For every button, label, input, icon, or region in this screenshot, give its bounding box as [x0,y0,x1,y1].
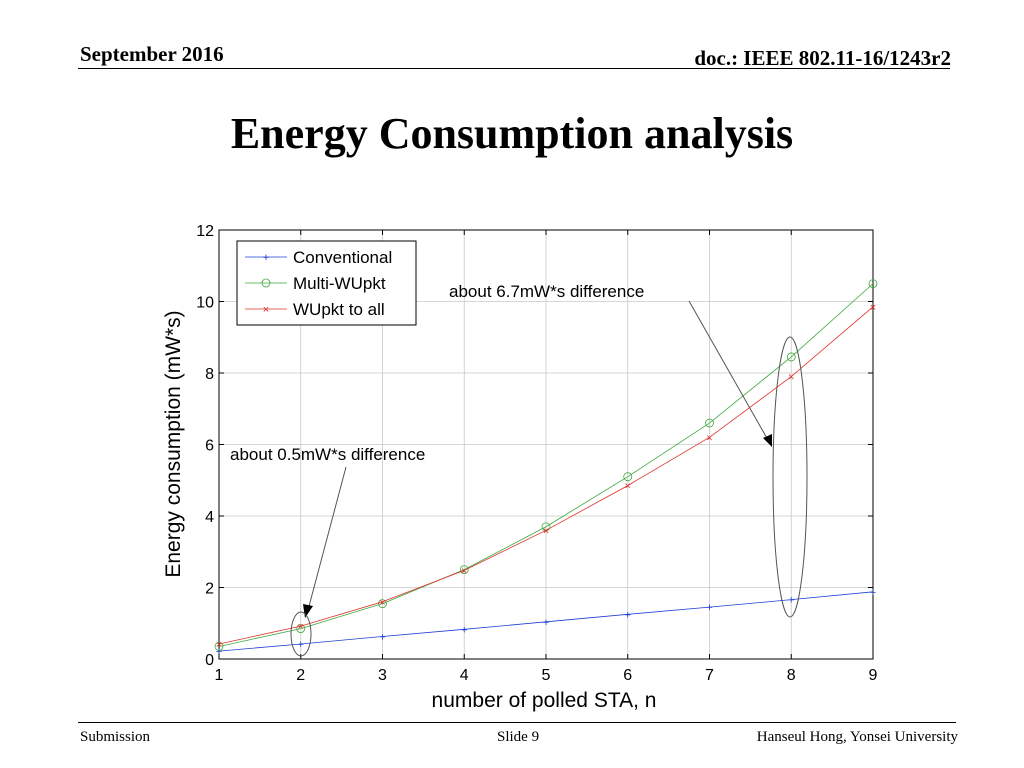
footer-submission: Submission [80,729,151,745]
data-point-multi-wupkt [214,642,224,651]
data-point-conventional: + [461,624,467,636]
series-line-multi-wupkt [218,283,874,647]
x-tick-label: 1 [215,667,224,684]
legend-marker-multi-wupkt [261,278,271,288]
data-point-wupkt-to-all: × [543,525,549,537]
data-point-conventional: + [543,617,549,629]
legend-item-multi-wupkt: Multi-WUpkt [245,274,386,293]
x-tick-label: 4 [460,667,469,684]
y-tick-label: 12 [196,223,214,240]
x-tick-label: 6 [623,667,632,684]
footer-author: Hanseul Hong, Yonsei University [756,729,958,745]
data-point-multi-wupkt [705,418,714,428]
data-point-multi-wupkt [623,472,633,482]
data-point-wupkt-to-all: × [461,565,467,577]
data-point-conventional: + [788,595,794,607]
legend-marker-wupkt-to-all: × [263,304,269,316]
series-line-wupkt-to-all [218,306,874,645]
annotation-large-diff: about 6.7mW*s difference [449,282,644,301]
footer-slide-number: Slide 9 [497,729,540,745]
annotation-small-diff: about 0.5mW*s difference [230,445,425,464]
y-tick-label: 10 [196,295,214,312]
arrow-large-diff-head [763,434,772,447]
legend-item-wupkt-to-all: × WUpkt to all [245,300,385,319]
series-line-conventional [218,591,874,652]
legend-label-multi-wupkt: Multi-WUpkt [293,274,386,293]
y-axis-label: Energy consumption (mW*s) [162,310,185,577]
data-point-wupkt-to-all: × [870,302,876,314]
arrow-large-diff-line [688,300,769,441]
x-tick-label: 8 [787,667,796,684]
header-date: September 2016 [80,42,224,66]
header-rule [78,68,950,69]
series-group: +++++++++××××××××× [214,279,878,658]
data-point-conventional: + [870,587,876,599]
legend-label-wupkt-to-all: WUpkt to all [293,300,385,319]
legend-item-conventional: + Conventional [245,248,392,267]
legend-marker-conventional: + [263,252,269,264]
data-point-multi-wupkt [378,599,387,608]
data-point-wupkt-to-all: × [379,597,385,609]
x-tick-label: 7 [705,667,714,684]
data-point-conventional: + [379,631,385,643]
arrow-small-diff-line [307,466,347,611]
data-point-conventional: + [625,609,631,621]
header-doc-id: doc.: IEEE 802.11-16/1243r2 [694,46,951,70]
data-point-wupkt-to-all: × [216,639,222,651]
legend: + Conventional Multi-WUpkt × WUpkt to al… [236,240,417,326]
x-tick-label: 2 [296,667,305,684]
y-tick-label: 4 [205,509,214,526]
data-point-conventional: + [216,646,222,658]
data-point-multi-wupkt [868,279,878,289]
data-point-wupkt-to-all: × [298,621,304,633]
data-point-wupkt-to-all: × [788,372,794,384]
y-tick-label: 2 [205,581,214,598]
y-tick-label: 6 [205,438,214,455]
data-point-multi-wupkt [296,624,306,634]
data-point-multi-wupkt [786,352,796,362]
legend-label-conventional: Conventional [293,248,392,267]
x-tick-label: 3 [378,667,387,684]
footer-rule [78,722,956,723]
slide-title: Energy Consumption analysis [230,109,794,158]
x-axis-label: number of polled STA, n [432,689,657,712]
data-point-wupkt-to-all: × [706,432,712,444]
data-point-multi-wupkt [459,565,469,575]
x-tick-label: 5 [542,667,551,684]
y-tick-label: 0 [205,652,214,669]
highlight-ellipse-n2 [290,611,312,657]
data-point-wupkt-to-all: × [625,481,631,493]
y-tick-label: 8 [205,366,214,383]
data-point-conventional: + [706,602,712,614]
x-tick-label: 9 [869,667,878,684]
highlight-ellipse-n8 [772,336,808,618]
data-point-conventional: + [298,639,304,651]
